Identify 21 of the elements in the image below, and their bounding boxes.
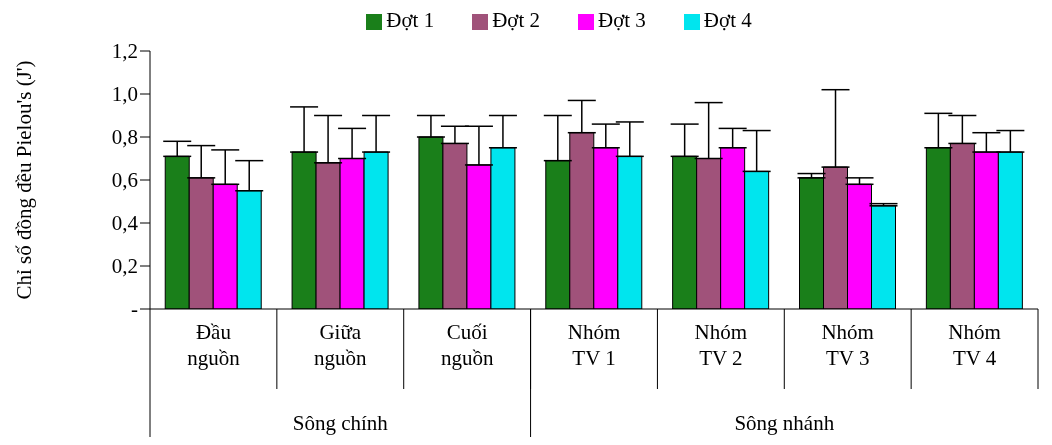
x-tick-label: Giữa nguồn <box>314 320 368 370</box>
y-tick-label: 0,6 <box>111 168 138 193</box>
y-tick-label: 0,4 <box>111 211 139 236</box>
y-axis-title: Chỉ số đồng đều Pielou's (J') <box>12 60 37 300</box>
legend-label: Đợt 4 <box>703 8 752 32</box>
y-tick-label: 0,8 <box>111 125 138 150</box>
x-tick-label: Nhóm TV 3 <box>821 320 874 370</box>
y-tick-label: 1,0 <box>111 82 138 107</box>
y-tick-label: 0,2 <box>111 254 138 279</box>
x-tick-label: Cuối nguồn <box>440 320 494 370</box>
x-tick-label: Nhóm TV 4 <box>948 320 1001 370</box>
legend-label: Đợt 2 <box>492 8 540 32</box>
legend-label: Đợt 3 <box>598 8 646 32</box>
x-tick-label: Nhóm TV 2 <box>694 320 748 370</box>
y-tick-label: 1,2 <box>111 39 138 64</box>
legend-label: Đợt 1 <box>386 8 435 32</box>
text: Sông nhánh <box>734 411 835 435</box>
text: Sông chính <box>292 411 389 435</box>
x-tick-label: Đầu nguồn <box>187 320 241 370</box>
y-tick-label: - <box>131 297 138 322</box>
x-tick-label: Nhóm TV 1 <box>567 320 621 370</box>
